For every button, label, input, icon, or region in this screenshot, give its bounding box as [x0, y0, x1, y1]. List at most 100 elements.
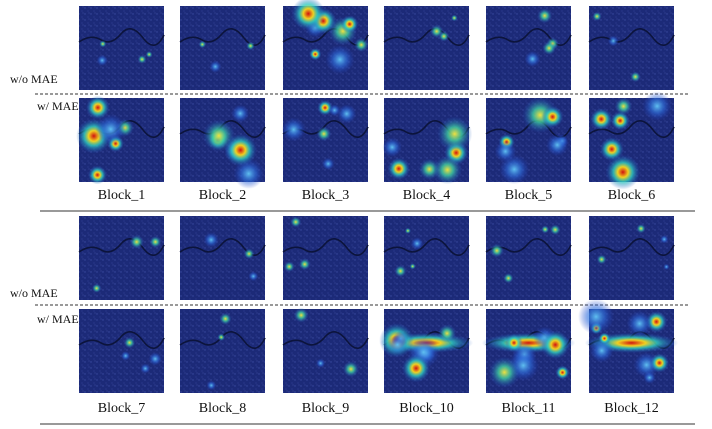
crack: [282, 331, 369, 349]
heatmap: [379, 309, 474, 393]
heatmap: [578, 298, 679, 393]
crack: [78, 331, 165, 349]
heatmap: [588, 216, 675, 300]
block-label: Block_7: [98, 401, 145, 416]
block-label: Block_4: [403, 188, 450, 203]
hot-spot: [316, 126, 332, 142]
heatmap: [588, 6, 675, 90]
hot-spot: [402, 354, 431, 383]
hot-spot: [660, 235, 669, 244]
heatmap: [485, 6, 572, 90]
hot-spot: [524, 51, 541, 67]
hot-spot: [599, 137, 624, 162]
heatmap: [481, 309, 576, 393]
hot-spot: [590, 338, 614, 363]
heatmap-bg: [79, 309, 164, 393]
heatmap-bg: [486, 6, 571, 90]
row-label: w/ MAE: [37, 99, 79, 113]
hot-spot: [96, 54, 108, 66]
heatmap: [179, 216, 266, 300]
hot-spot: [663, 263, 670, 270]
hot-spot: [636, 223, 646, 234]
hot-spot: [404, 227, 411, 234]
hot-spot: [325, 45, 355, 75]
heatmap: [179, 6, 266, 90]
hot-spot: [614, 97, 633, 115]
hot-spot: [605, 154, 641, 190]
hot-spot: [607, 35, 619, 47]
hot-spot: [137, 54, 147, 64]
hot-spot: [578, 298, 615, 335]
heatmap-bg: [180, 216, 265, 300]
block-label: Block_1: [98, 188, 145, 203]
heatmap-bg: [384, 216, 469, 300]
hot-spot: [649, 353, 670, 373]
hot-spot: [224, 133, 257, 167]
heatmap: [76, 95, 165, 185]
hot-spot: [246, 41, 255, 51]
hot-spot: [316, 358, 326, 368]
heatmap: [78, 6, 165, 90]
hot-spot: [321, 157, 335, 171]
crack: [383, 238, 470, 256]
heatmap: [383, 216, 470, 300]
hot-spot: [610, 111, 630, 131]
hot-spot: [120, 351, 131, 361]
hot-spot: [140, 363, 151, 374]
hot-spot: [209, 60, 222, 73]
hot-spot: [488, 356, 520, 388]
hot-spot: [290, 216, 302, 228]
hot-spot: [86, 95, 110, 120]
hot-spot: [437, 116, 473, 152]
crack: [282, 238, 369, 256]
hot-spot: [298, 258, 311, 271]
heatmap-bg: [283, 216, 368, 300]
heatmap: [282, 0, 369, 90]
crack: [383, 28, 470, 46]
hot-spot: [394, 265, 407, 278]
heatmap: [78, 309, 165, 393]
hot-spot: [430, 24, 444, 38]
hot-spot: [541, 330, 570, 360]
heatmap: [282, 307, 369, 393]
hot-spot: [503, 273, 514, 284]
heatmap: [485, 216, 572, 300]
hot-spot: [129, 234, 144, 249]
hot-spot: [217, 333, 226, 342]
hot-spot: [387, 157, 410, 180]
hot-spot: [328, 104, 341, 117]
heatmap-bg: [283, 309, 368, 393]
block-label: Block_2: [199, 188, 246, 203]
crack: [78, 28, 165, 46]
row-label: w/o MAE: [10, 72, 58, 86]
hot-spot: [499, 154, 530, 185]
hot-spot: [642, 91, 672, 121]
hot-spot: [598, 332, 611, 345]
hot-spot: [410, 237, 424, 250]
hot-spot: [546, 133, 569, 156]
hot-spot: [596, 254, 607, 265]
hot-spot: [145, 51, 153, 58]
heatmap: [179, 309, 266, 393]
block-label: Block_5: [505, 188, 552, 203]
hot-spot: [626, 310, 653, 337]
hot-spot: [555, 365, 570, 380]
row-label: w/ MAE: [37, 312, 79, 326]
block-label: Block_11: [502, 401, 556, 416]
hot-spot: [231, 104, 250, 123]
heatmap: [588, 91, 675, 190]
row-label: w/o MAE: [10, 286, 58, 300]
hot-spot: [203, 232, 219, 248]
hot-spot: [340, 15, 359, 33]
hot-spot: [537, 8, 553, 24]
crack: [588, 120, 675, 138]
hot-spot: [148, 352, 162, 366]
hot-spot: [99, 40, 107, 48]
block-label: Block_10: [399, 401, 453, 416]
heatmap: [382, 98, 473, 185]
hot-spot: [281, 117, 306, 142]
hot-spot: [92, 283, 102, 293]
heatmap: [179, 98, 266, 189]
crack: [588, 28, 675, 46]
